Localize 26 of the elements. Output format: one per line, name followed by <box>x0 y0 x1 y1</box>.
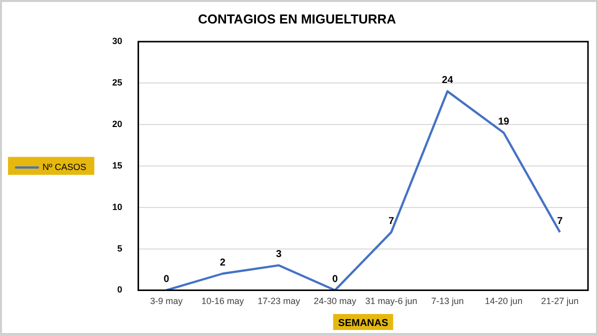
data-label: 3 <box>276 249 282 260</box>
x-tick-label: 17-23 may <box>258 296 301 306</box>
chart-title: CONTAGIOS EN MIGUELTURRA <box>198 11 397 26</box>
x-tick-label: 31 may-6 jun <box>365 296 418 306</box>
y-tick-label: 10 <box>112 202 122 212</box>
x-tick-label: 3-9 may <box>150 296 184 306</box>
x-axis-title: SEMANAS <box>338 318 388 329</box>
y-tick-label: 0 <box>117 284 122 295</box>
x-tick-label: 24-30 may <box>314 296 357 306</box>
data-label: 0 <box>332 274 338 285</box>
y-tick-label: 20 <box>112 118 122 129</box>
data-label: 24 <box>442 75 454 86</box>
x-tick-label: 21-27 jun <box>541 296 579 306</box>
x-tick-label: 14-20 jun <box>484 296 522 306</box>
data-label: 2 <box>220 257 226 268</box>
data-label: 7 <box>557 216 564 227</box>
data-label: 19 <box>498 116 510 128</box>
x-tick-label: 7-13 jun <box>431 296 464 306</box>
y-tick-label: 30 <box>112 36 122 46</box>
y-tick-label: 25 <box>112 78 122 88</box>
legend-label: Nº CASOS <box>42 162 86 172</box>
x-tick-label: 10-16 may <box>201 296 244 306</box>
data-label: 0 <box>164 274 170 285</box>
y-tick-label: 15 <box>112 160 122 170</box>
y-tick-label: 5 <box>117 243 122 254</box>
data-label: 7 <box>388 216 394 227</box>
